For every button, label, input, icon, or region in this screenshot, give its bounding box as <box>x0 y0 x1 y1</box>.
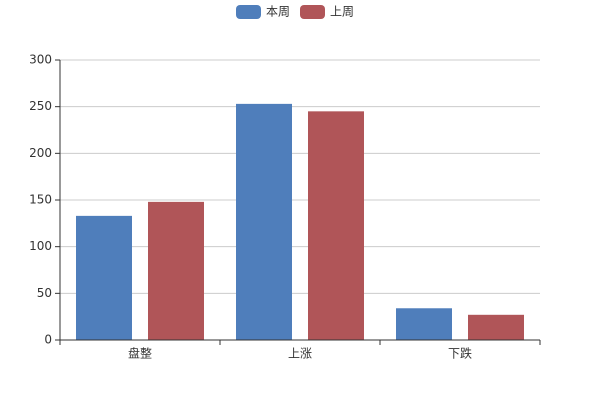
y-tick-label: 150 <box>29 193 52 207</box>
y-tick-label: 0 <box>44 333 52 347</box>
bar <box>236 103 292 340</box>
legend-swatch <box>300 5 325 19</box>
legend-swatch <box>236 5 261 19</box>
legend-label: 上周 <box>330 5 354 19</box>
bar <box>468 314 524 340</box>
y-tick-label: 300 <box>29 53 52 67</box>
bar <box>308 111 364 340</box>
legend-label: 本周 <box>266 5 290 19</box>
x-tick-label: 盘整 <box>128 346 152 361</box>
y-tick-label: 200 <box>29 146 52 160</box>
y-tick-label: 250 <box>29 99 52 113</box>
y-tick-label: 100 <box>29 239 52 253</box>
bar <box>76 215 132 340</box>
bar <box>148 201 204 340</box>
x-tick-label: 上涨 <box>288 346 312 361</box>
bar <box>396 308 452 340</box>
y-tick-label: 50 <box>37 286 52 300</box>
x-tick-label: 下跌 <box>448 346 472 361</box>
